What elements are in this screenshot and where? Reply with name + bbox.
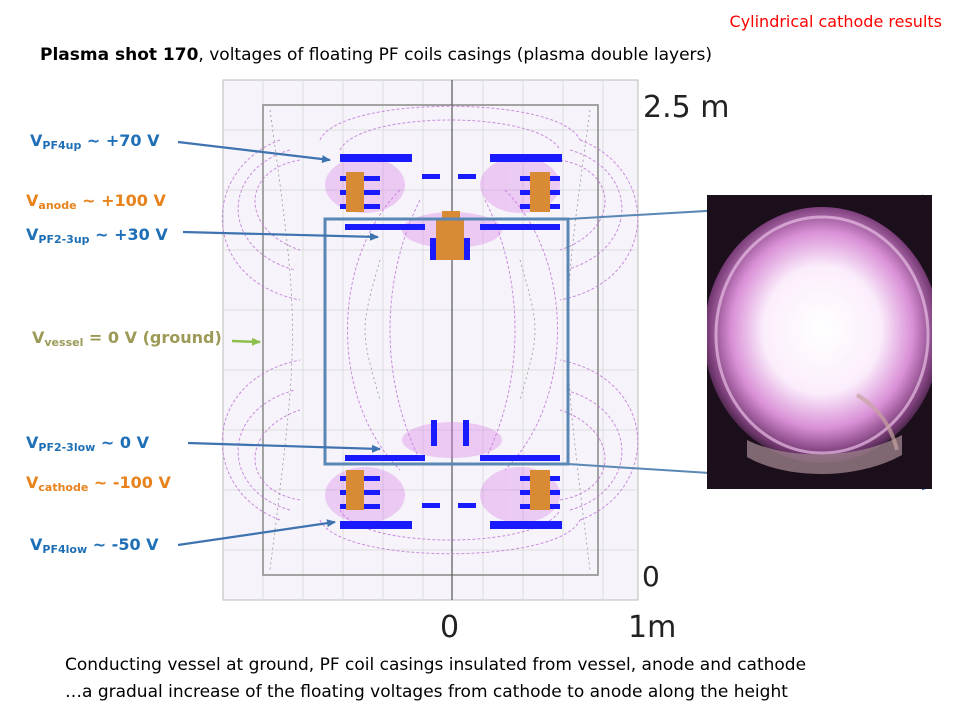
arrow-pf4up [177,140,331,164]
label-pf23up: VPF2-3up ~ +30 V [26,225,168,246]
pf4up-coils [340,154,562,179]
label-vessel: Vvessel = 0 V (ground) [32,328,222,349]
anode-block [430,211,470,260]
label-pf23low: VPF2-3low ~ 0 V [26,433,149,454]
upper-electrodes [346,172,550,212]
cathode-electrodes [346,470,550,510]
pf4low-coils [340,503,562,529]
label-pf4low: VPF4low ~ -50 V [30,535,159,556]
slide-title: Plasma shot 170, voltages of floating PF… [40,45,712,65]
pf23low-coils [345,420,560,461]
axis-label-top: 2.5 m [643,90,730,125]
arrow-pf23up [182,230,379,241]
label-cathode: Vcathode ~ -100 V [26,473,171,494]
title-rest: , voltages of floating PF coils casings … [198,45,713,65]
arrow-pf4low [177,519,336,547]
footer-line-1: Conducting vessel at ground, PF coil cas… [65,655,807,675]
field-map [221,79,639,601]
title-bold: Plasma shot 170 [40,45,199,65]
footer-text: Conducting vessel at ground, PF coil cas… [65,652,806,706]
arrow-vessel [231,337,261,346]
footer-line-2: …a gradual increase of the floating volt… [65,682,788,702]
label-pf4up: VPF4up ~ +70 V [30,131,160,152]
arrow-pf23low [187,441,381,453]
axis-label-zero-right: 0 [642,560,660,593]
plasma-photo [707,195,932,489]
axis-label-zero-bottom: 0 [440,610,460,645]
axis-label-1m: 1m [628,610,677,645]
label-anode: Vanode ~ +100 V [26,191,166,212]
corner-tag: Cylindrical cathode results [729,12,942,31]
